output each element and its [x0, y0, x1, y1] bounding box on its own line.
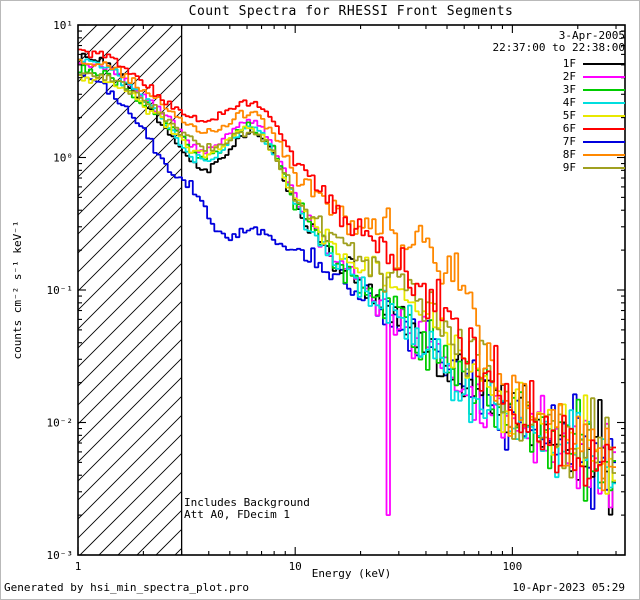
- x-tick-label: 10: [289, 560, 302, 573]
- y-tick-label: 10¹: [53, 19, 73, 32]
- hatch-region: [78, 25, 182, 555]
- legend-label: 6F: [562, 122, 576, 135]
- plot-annotations: Includes Background Att A0, FDecim 1: [184, 497, 310, 521]
- x-axis-label: Energy (keV): [311, 567, 392, 580]
- tick-labels: 1 10 100 10⁻³ 10⁻² 10⁻¹ 10⁰ 10¹: [47, 19, 523, 573]
- legend-item-4F: 4F: [563, 96, 625, 109]
- legend-label: 7F: [562, 135, 576, 148]
- legend-swatch: [583, 62, 625, 65]
- y-tick-label: 10⁻²: [47, 417, 74, 430]
- annotation-attenuator: Att A0, FDecim 1: [184, 508, 290, 521]
- generation-timestamp: 10-Apr-2023 05:29: [512, 581, 625, 594]
- legend-item-3F: 3F: [563, 83, 625, 96]
- annotation-background: Includes Background: [184, 496, 310, 509]
- series-group: [78, 48, 616, 516]
- legend-swatch: [583, 101, 625, 104]
- legend-item-5F: 5F: [563, 109, 625, 122]
- y-axis-label: counts cm⁻² s⁻¹ keV⁻¹: [11, 220, 24, 360]
- generator-credit: Generated by hsi_min_spectra_plot.pro: [4, 581, 250, 594]
- legend-label: 3F: [562, 83, 576, 96]
- legend-item-8F: 8F: [563, 148, 625, 161]
- legend-swatch: [583, 88, 625, 91]
- chart-title: Count Spectra for RHESSI Front Segments: [188, 4, 514, 19]
- observation-date-block: 3-Apr-2005 22:37:00 to 22:38:00: [493, 30, 625, 54]
- legend-item-2F: 2F: [563, 70, 625, 83]
- legend-swatch: [583, 75, 625, 78]
- legend-item-7F: 7F: [563, 135, 625, 148]
- series-9F-line: [78, 72, 616, 480]
- observation-date: 3-Apr-2005: [558, 29, 625, 42]
- x-tick-label: 100: [502, 560, 522, 573]
- legend-label: 5F: [562, 109, 576, 122]
- legend-swatch: [583, 140, 625, 143]
- series-6F-line: [78, 48, 616, 487]
- legend-item-9F: 9F: [563, 161, 625, 174]
- axes: [77, 24, 626, 556]
- y-tick-label: 10⁻³: [47, 549, 74, 562]
- legend: 1F 2F 3F 4F 5F 6F 7F 8F 9F: [563, 57, 625, 174]
- legend-label: 8F: [562, 148, 576, 161]
- legend-item-1F: 1F: [563, 57, 625, 70]
- legend-swatch: [583, 166, 625, 169]
- legend-swatch: [583, 127, 625, 130]
- legend-swatch: [583, 153, 625, 156]
- series-3F-line: [78, 64, 616, 502]
- legend-label: 2F: [562, 70, 576, 83]
- legend-item-6F: 6F: [563, 122, 625, 135]
- legend-swatch: [583, 114, 625, 117]
- series-8F-line: [78, 58, 616, 492]
- series-7F-line: [78, 73, 616, 510]
- observation-time-range: 22:37:00 to 22:38:00: [492, 41, 625, 54]
- y-tick-label: 10⁰: [53, 152, 73, 165]
- legend-label: 1F: [562, 57, 576, 70]
- x-tick-label: 1: [75, 560, 82, 573]
- legend-label: 9F: [562, 161, 576, 174]
- legend-label: 4F: [562, 96, 576, 109]
- y-tick-label: 10⁻¹: [47, 284, 74, 297]
